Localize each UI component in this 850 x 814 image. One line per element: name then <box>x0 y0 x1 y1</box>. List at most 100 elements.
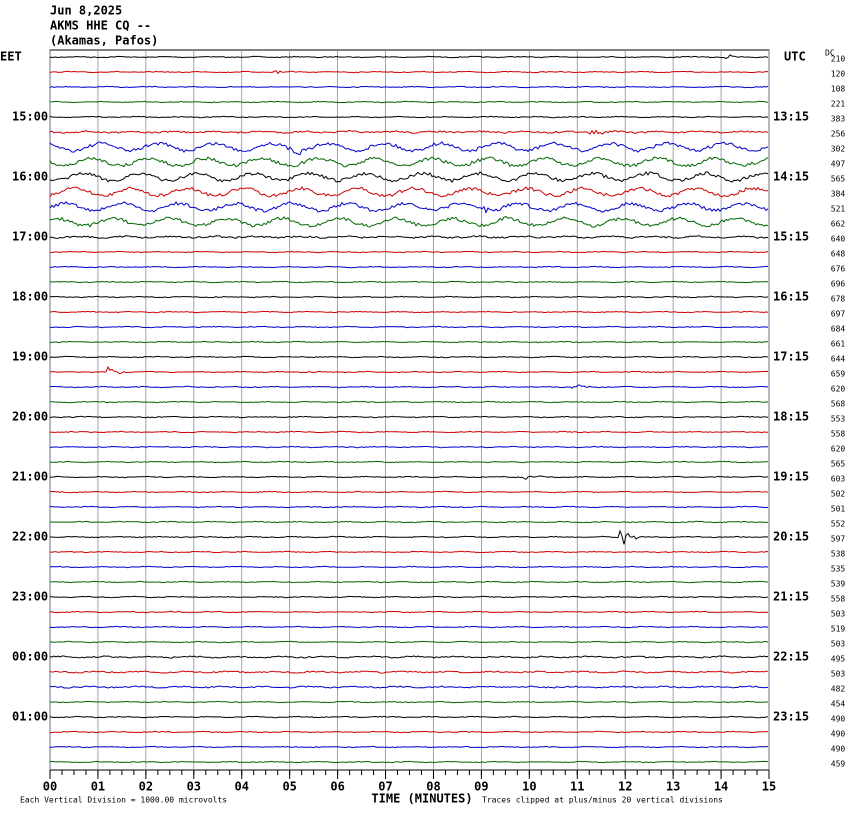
dc-value: 535 <box>831 565 846 574</box>
trace <box>49 700 769 704</box>
eet-label: 20:00 <box>12 410 48 424</box>
utc-label: 19:15 <box>773 470 809 484</box>
trace <box>49 430 768 434</box>
trace <box>49 70 769 75</box>
dc-value: 459 <box>831 760 846 769</box>
trace <box>50 529 769 545</box>
utc-label: 22:15 <box>773 650 809 664</box>
trace <box>49 216 769 228</box>
dc-value: 490 <box>831 730 846 739</box>
trace <box>49 355 768 359</box>
x-tick-label: 04 <box>235 780 249 794</box>
dc-value: 620 <box>831 445 846 454</box>
trace <box>49 655 769 659</box>
dc-value: 210 <box>831 55 846 64</box>
dc-header: DC <box>825 49 835 58</box>
dc-value: 662 <box>831 220 846 229</box>
trace <box>49 85 769 89</box>
dc-value: 552 <box>831 520 846 529</box>
dc-value: 503 <box>831 640 846 649</box>
trace <box>49 201 769 214</box>
dc-value: 558 <box>831 430 846 439</box>
dc-value: 659 <box>831 370 846 379</box>
x-tick-label: 10 <box>522 780 536 794</box>
dc-value: 495 <box>831 655 846 664</box>
trace <box>49 250 769 254</box>
title: AKMS HHE CQ -- <box>50 19 151 33</box>
eet-label: 16:00 <box>12 170 48 184</box>
dc-value: 302 <box>831 145 846 154</box>
trace <box>49 640 769 644</box>
trace <box>49 520 769 524</box>
dc-value: 565 <box>831 175 846 184</box>
dc-value: 684 <box>831 325 846 334</box>
dc-value: 620 <box>831 385 846 394</box>
dc-value: 644 <box>831 355 846 364</box>
x-tick-label: 00 <box>43 780 57 794</box>
dc-value: 521 <box>831 205 846 214</box>
trace <box>49 610 769 614</box>
x-axis-label: TIME (MINUTES) <box>371 792 472 806</box>
dc-value: 696 <box>831 280 846 289</box>
title: Jun 8,2025 <box>50 4 122 18</box>
dc-value: 482 <box>831 685 846 694</box>
x-tick-label: 03 <box>187 780 201 794</box>
x-tick-label: 09 <box>474 780 488 794</box>
trace <box>49 745 768 749</box>
dc-value: 648 <box>831 250 846 259</box>
x-tick-label: 13 <box>666 780 680 794</box>
trace <box>49 460 769 464</box>
trace <box>50 415 769 419</box>
dc-value: 539 <box>831 580 846 589</box>
dc-value: 661 <box>831 340 846 349</box>
dc-value: 490 <box>831 745 846 754</box>
trace <box>49 340 769 344</box>
eet-label: 17:00 <box>12 230 48 244</box>
x-tick-label: 05 <box>282 780 296 794</box>
trace <box>49 115 769 119</box>
trace <box>50 400 769 404</box>
trace <box>50 730 769 734</box>
dc-value: 502 <box>831 490 846 499</box>
eet-label: 23:00 <box>12 590 48 604</box>
footer: Traces clipped at plus/minus 20 vertical… <box>482 796 723 805</box>
trace <box>49 186 768 198</box>
utc-label: 13:15 <box>773 110 809 124</box>
dc-value: 454 <box>831 700 846 709</box>
trace <box>50 595 769 599</box>
dc-value: 497 <box>831 160 846 169</box>
trace <box>49 310 769 314</box>
trace <box>49 490 769 494</box>
dc-value: 108 <box>831 85 846 94</box>
utc-label: 15:15 <box>773 230 809 244</box>
dc-value: 697 <box>831 310 846 319</box>
dc-value: 565 <box>831 460 846 469</box>
dc-value: 383 <box>831 115 846 124</box>
utc-label: 23:15 <box>773 710 809 724</box>
trace <box>49 156 769 168</box>
trace <box>49 235 769 239</box>
x-tick-label: 15 <box>762 780 776 794</box>
utc-label: 14:15 <box>773 170 809 184</box>
trace <box>49 280 769 284</box>
zone-label: UTC <box>784 50 806 64</box>
x-tick-label: 12 <box>618 780 632 794</box>
dc-value: 558 <box>831 595 846 604</box>
dc-value: 568 <box>831 400 846 409</box>
dc-value: 678 <box>831 295 846 304</box>
dc-value: 519 <box>831 625 846 634</box>
trace <box>49 295 769 299</box>
trace <box>49 365 769 375</box>
trace <box>49 265 768 269</box>
utc-label: 21:15 <box>773 590 809 604</box>
trace <box>49 445 769 449</box>
dc-value: 490 <box>831 715 846 724</box>
trace <box>49 760 769 764</box>
dc-value: 676 <box>831 265 846 274</box>
eet-label: 15:00 <box>12 110 48 124</box>
eet-label: 21:00 <box>12 470 48 484</box>
trace <box>49 384 769 389</box>
dc-value: 640 <box>831 235 846 244</box>
trace <box>49 670 768 674</box>
